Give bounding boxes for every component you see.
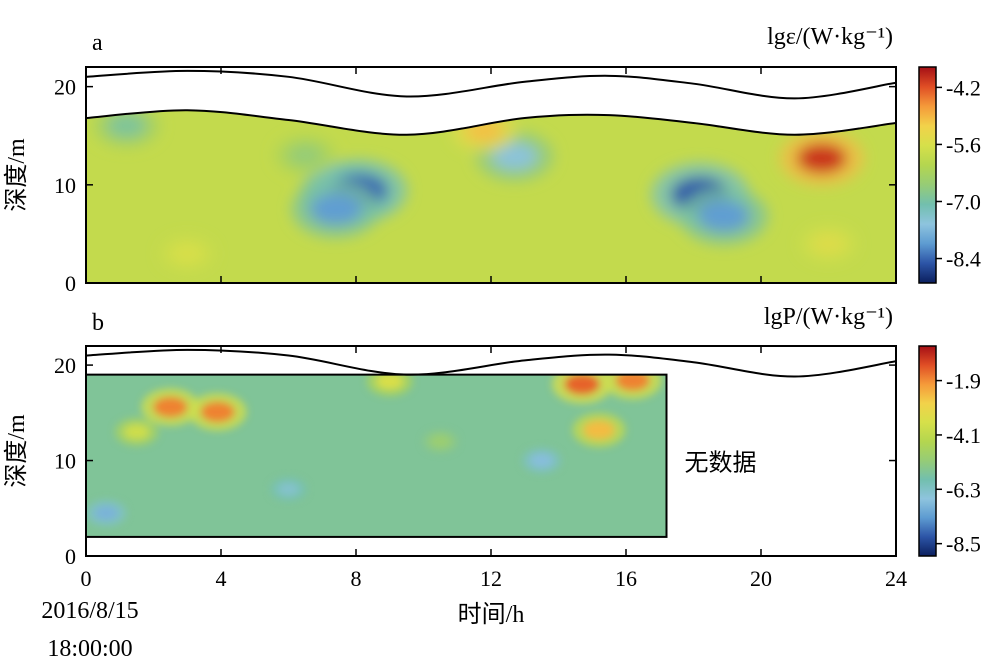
field-feature [287,144,324,167]
colorbar-tick-label: -6.3 [946,477,981,502]
sea-surface-line [85,69,897,100]
colorbar-tick-label: -8.4 [946,247,981,272]
field-feature [106,114,147,138]
y-axis-label: 深度/m [3,414,30,488]
field-feature [530,453,554,468]
field-feature [796,143,847,174]
x-tick-label: 4 [216,566,227,591]
colorbar: -4.2 -5.6 -7.0 -8.4 [918,66,981,284]
field-feature [583,420,615,440]
colorbar-ramp [918,345,937,557]
panel-label: a [92,30,103,56]
field-feature [697,200,750,232]
axis-ticks: 0 4 8 12 16 20 24 0 10 20 [54,346,907,591]
colorbar-tick-label: -4.1 [946,423,981,448]
y-tick-label: 0 [65,271,76,296]
colorbar-tick-label: -1.9 [946,369,981,394]
panel-b: 0 4 8 12 16 20 24 0 10 20 b lgP/(W·kg⁻¹) 深度/m 无数据… [3,304,981,628]
field-feature [615,374,650,391]
field-feature [430,435,451,448]
no-data-label: 无数据 [685,450,757,477]
y-tick-label: 0 [65,544,76,569]
x-axis-label: 时间/h [458,601,525,628]
colorbar: -1.9 -4.1 -6.3 -8.5 [918,345,981,557]
dissipation-field [86,110,896,283]
field-feature [171,244,203,263]
x-tick-label: 12 [480,566,502,591]
time-origin-date: 2016/8/15 [41,598,138,624]
y-tick-label: 20 [54,353,76,378]
colorbar-unit-label: lgε/(W·kg⁻¹) [767,24,893,50]
colorbar-tick-label: -8.5 [946,532,981,557]
time-origin-clock: 18:00:00 [47,636,132,662]
data-upper-boundary-line [85,109,897,136]
x-tick-label: 24 [885,566,907,591]
x-tick-label: 20 [750,566,772,591]
sea-surface-line [85,348,897,378]
x-tick-label: 0 [81,566,92,591]
field-feature [277,482,300,496]
axis-ticks: 0 10 20 [54,67,897,296]
colorbar-tick-label: -7.0 [946,189,981,214]
y-tick-label: 10 [54,173,76,198]
panel-label: b [92,310,104,336]
colorbar-tick-label: -4.2 [946,75,981,100]
x-tick-label: 16 [615,566,637,591]
panel-a: 0 10 20 a lgε/(W·kg⁻¹) 深度/m -4.2 -5.6 -7.0 -8… [3,24,981,296]
field-feature [376,374,404,390]
production-field [86,374,667,537]
field-feature [123,424,150,440]
colorbar-tick-label: -5.6 [946,132,981,157]
field-feature [94,505,119,521]
field-feature [309,193,362,225]
field-feature [812,233,845,254]
y-tick-label: 20 [54,75,76,100]
colorbar-unit-label: lgP/(W·kg⁻¹) [764,304,893,330]
x-tick-label: 8 [351,566,362,591]
field-feature [491,142,538,171]
field-feature [564,374,600,395]
field-feature [200,401,235,423]
y-tick-label: 10 [54,449,76,474]
colorbar-ramp [918,66,937,284]
field-feature [153,396,188,418]
y-axis-label: 深度/m [3,138,30,212]
